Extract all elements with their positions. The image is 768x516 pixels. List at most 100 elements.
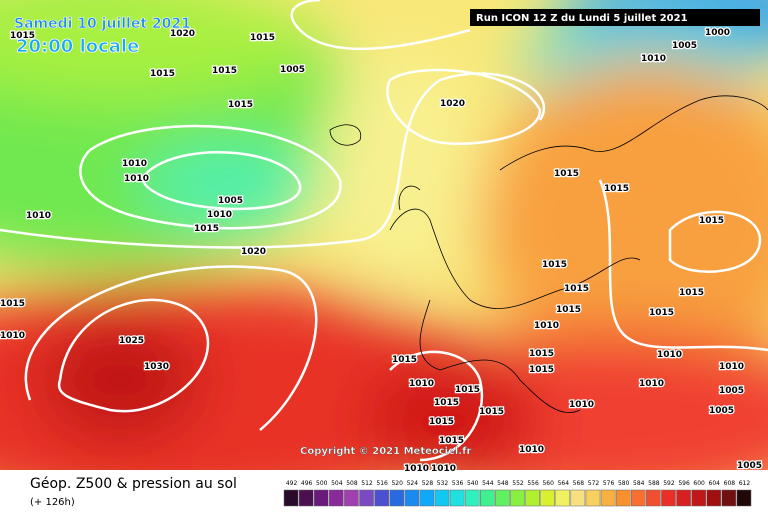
isobar-label: 1010 xyxy=(409,379,434,389)
run-label: Run ICON 12 Z du Lundi 5 juillet 2021 xyxy=(476,13,688,24)
colorbar-label: 568 xyxy=(573,480,585,487)
colorbar-label: 512 xyxy=(361,480,373,487)
colorbar-cell xyxy=(721,489,737,507)
colorbar: 492 496 500 504 508 512 516 520 524 528 532 536 540 5… xyxy=(283,480,752,507)
isobar-label: 1000 xyxy=(705,28,730,38)
colorbar-cell xyxy=(600,489,616,507)
isobar-label: 1015 xyxy=(434,398,459,408)
colorbar-cell xyxy=(676,489,691,507)
isobar-label: 1025 xyxy=(119,336,144,346)
isobar-label: 1015 xyxy=(250,33,275,43)
copyright: Copyright © 2021 Meteociel.fr xyxy=(300,446,471,457)
isobar-label: 1010 xyxy=(431,464,456,474)
isobar-label: 1015 xyxy=(439,436,464,446)
isobar-label: 1010 xyxy=(207,210,232,220)
colorbar-cell xyxy=(661,489,676,507)
isobar-label: 1015 xyxy=(679,288,704,298)
isobar-label: 1010 xyxy=(404,464,429,474)
colorbar-cell xyxy=(464,489,480,507)
colorbar-label: 556 xyxy=(527,480,539,487)
colorbar-cell xyxy=(404,489,420,507)
colorbar-label: 604 xyxy=(709,480,721,487)
colorbar-label: 596 xyxy=(678,480,690,487)
isobar-label: 1010 xyxy=(26,211,51,221)
isobar-label: 1010 xyxy=(534,321,559,331)
colorbar-cell xyxy=(691,489,706,507)
colorbar-label: 580 xyxy=(618,480,630,487)
isobar-label: 1015 xyxy=(150,69,175,79)
colorbar-label: 520 xyxy=(391,480,403,487)
run-box xyxy=(470,9,760,26)
isobar-label: 1005 xyxy=(280,65,305,75)
colorbar-label: 504 xyxy=(331,480,343,487)
colorbar-cell xyxy=(736,489,752,507)
colorbar-label: 516 xyxy=(376,480,388,487)
footer-lead: (+ 126h) xyxy=(30,497,75,508)
colorbar-label: 548 xyxy=(497,480,509,487)
colorbar-label: 560 xyxy=(542,480,554,487)
colorbar-cell xyxy=(540,489,555,507)
coastlines xyxy=(329,95,768,413)
colorbar-cell xyxy=(449,489,465,507)
colorbar-label: 540 xyxy=(467,480,479,487)
colorbar-label: 608 xyxy=(724,480,736,487)
colorbar-label: 592 xyxy=(663,480,675,487)
isobar-lines xyxy=(0,0,768,462)
colorbar-label: 536 xyxy=(452,480,464,487)
colorbar-label: 496 xyxy=(301,480,313,487)
colorbar-label: 508 xyxy=(346,480,358,487)
colorbar-cell xyxy=(359,489,374,507)
isobar-label: 1010 xyxy=(122,159,147,169)
colorbar-cell xyxy=(329,489,344,507)
footer-title: Géop. Z500 & pression au sol xyxy=(30,476,237,492)
colorbar-cell xyxy=(344,489,359,507)
isobar-label: 1015 xyxy=(604,184,629,194)
time-label: 20:00 locale xyxy=(16,36,139,57)
isobar-label: 1010 xyxy=(641,54,666,64)
isobar-label: 1015 xyxy=(0,299,25,309)
colorbar-cell xyxy=(585,489,601,507)
colorbar-label: 600 xyxy=(693,480,705,487)
colorbar-label: 588 xyxy=(648,480,660,487)
isobar-label: 1020 xyxy=(241,247,266,257)
colorbar-cell xyxy=(419,489,435,507)
colorbar-label: 544 xyxy=(482,480,494,487)
colorbar-cell xyxy=(313,489,329,507)
isobar-label: 1005 xyxy=(719,386,744,396)
isobar-label: 1010 xyxy=(569,400,594,410)
colorbar-cell xyxy=(298,489,314,507)
colorbar-cell xyxy=(374,489,389,507)
isobar-label: 1005 xyxy=(218,196,243,206)
colorbar-cell xyxy=(510,489,525,507)
colorbar-cell xyxy=(630,489,646,507)
colorbar-label: 552 xyxy=(512,480,524,487)
isobar-label: 1005 xyxy=(737,461,762,471)
colorbar-cell xyxy=(646,489,661,507)
isobar-label: 1015 xyxy=(529,349,554,359)
isobar-label: 1015 xyxy=(649,308,674,318)
colorbar-label: 584 xyxy=(633,480,645,487)
colorbar-cell xyxy=(495,489,510,507)
isobar-label: 1005 xyxy=(709,406,734,416)
colorbar-label: 572 xyxy=(588,480,600,487)
isobar-label: 1010 xyxy=(639,379,664,389)
date-label: Samedi 10 juillet 2021 xyxy=(14,16,191,32)
isobar-label: 1015 xyxy=(212,66,237,76)
isobar-label: 1010 xyxy=(124,174,149,184)
isobar-label: 1015 xyxy=(194,224,219,234)
isobar-label: 1015 xyxy=(556,305,581,315)
isobar-label: 1015 xyxy=(554,169,579,179)
isobar-label: 1015 xyxy=(228,100,253,110)
colorbar-cell xyxy=(525,489,540,507)
colorbar-cell xyxy=(706,489,722,507)
isobar-label: 1015 xyxy=(699,216,724,226)
isobar-label: 1010 xyxy=(719,362,744,372)
isobar-label: 1015 xyxy=(10,31,35,41)
colorbar-label: 576 xyxy=(603,480,615,487)
isobar-label: 1015 xyxy=(392,355,417,365)
colorbar-label: 532 xyxy=(437,480,449,487)
colorbar-label: 524 xyxy=(407,480,419,487)
